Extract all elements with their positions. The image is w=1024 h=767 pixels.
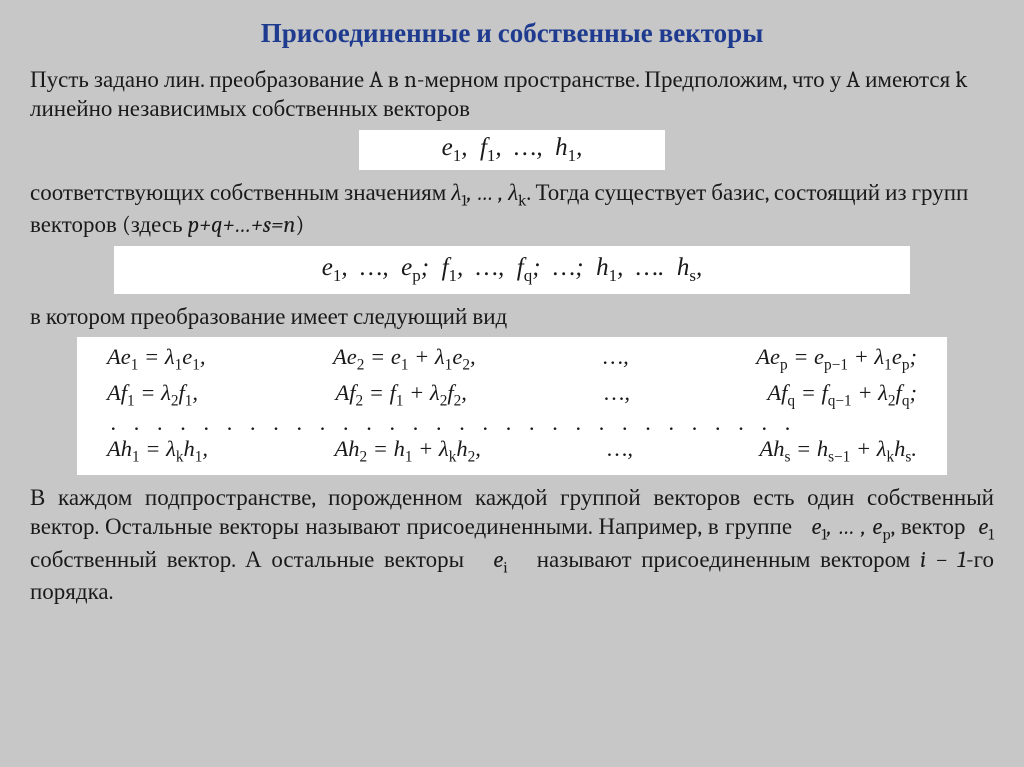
r1b: Ae2 = e1 + λ1e2, bbox=[333, 341, 476, 377]
equation-basis-groups: e1, …, ep; f1, …, fq; …; h1, …. hs, bbox=[114, 246, 910, 294]
eq1-text: e1, f1, …, h1, bbox=[442, 134, 583, 161]
r3a: Ah1 = λkh1, bbox=[107, 433, 208, 469]
p4-b: , вектор bbox=[890, 513, 971, 540]
lambda-list: λ1, … , λk bbox=[451, 179, 526, 206]
r2d: Afq = fq−1 + λ2fq; bbox=[767, 377, 917, 413]
p4-e1: e1 bbox=[978, 513, 994, 540]
eq2-text: e1, …, ep; f1, …, fq; …; h1, …. hs, bbox=[322, 254, 702, 281]
eq-row-2: Af1 = λ2f1, Af2 = f1 + λ2f2, …, Afq = fq… bbox=[107, 377, 917, 413]
p2-a: соответствующих собственным значениям bbox=[30, 179, 451, 206]
p2-c: ) bbox=[296, 211, 305, 238]
r2a: Af1 = λ2f1, bbox=[107, 377, 198, 413]
r2b: Af2 = f1 + λ2f2, bbox=[335, 377, 466, 413]
p4-d: называют присоединенным вектором bbox=[527, 546, 920, 573]
paragraph-4: В каждом подпространстве, порожденном ка… bbox=[30, 483, 994, 607]
r3b: Ah2 = h1 + λkh2, bbox=[335, 433, 481, 469]
eq-row-3: Ah1 = λkh1, Ah2 = h1 + λkh2, …, Ahs = hs… bbox=[107, 433, 917, 469]
r3d: Ahs = hs−1 + λkhs. bbox=[759, 433, 917, 469]
slide: Присоединенные и собственные векторы Пус… bbox=[0, 0, 1024, 633]
r3c: …, bbox=[607, 433, 633, 469]
paragraph-3: в котором преобразование имеет следующий… bbox=[30, 302, 994, 331]
r2c: …, bbox=[604, 377, 630, 413]
pqs: p+q+…+s=n bbox=[188, 211, 296, 238]
equation-vectors-list: e1, f1, …, h1, bbox=[359, 130, 665, 170]
r1c: …, bbox=[603, 341, 629, 377]
paragraph-2: соответствующих собственным значениям λ1… bbox=[30, 178, 994, 240]
r1a: Ae1 = λ1e1, bbox=[107, 341, 206, 377]
slide-title: Присоединенные и собственные векторы bbox=[30, 18, 994, 49]
eq-dots-row: . . . . . . . . . . . . . . . . . . . . … bbox=[107, 413, 917, 433]
paragraph-1: Пусть задано лин. преобразование A в n-м… bbox=[30, 65, 994, 124]
eq-row-1: Ae1 = λ1e1, Ae2 = e1 + λ1e2, …, Aep = ep… bbox=[107, 341, 917, 377]
p4-c: собственный вектор. А остальные векторы bbox=[30, 546, 474, 573]
p4-group: e1, … , ep bbox=[811, 513, 890, 540]
p4-ord: i − 1 bbox=[920, 546, 966, 573]
r1d: Aep = ep−1 + λ1ep; bbox=[756, 341, 917, 377]
p4-ei: ei bbox=[493, 546, 507, 573]
equation-block: Ae1 = λ1e1, Ae2 = e1 + λ1e2, …, Aep = ep… bbox=[77, 337, 947, 474]
